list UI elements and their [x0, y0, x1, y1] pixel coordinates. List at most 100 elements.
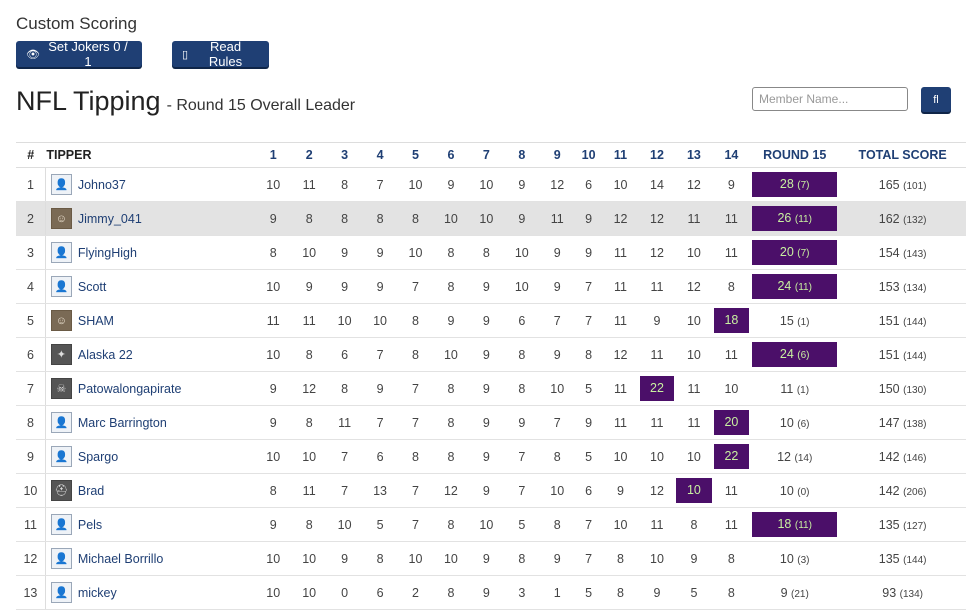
- round-score-value: 20: [779, 245, 794, 259]
- table-row[interactable]: 5 ☺ SHAM 11 11 10 10 8 9 9 6 7 7 11 9 10 18 15 (1) 151 (14…: [16, 303, 966, 338]
- table-row[interactable]: 1 👤 Johno37 10 11 8 7 10 9 10 9 12 6 10 14 12 9 28 (7) 165…: [16, 167, 966, 202]
- round-score-sub: (7): [797, 180, 810, 191]
- avatar: ☺: [50, 310, 72, 331]
- search-button[interactable]: fl: [921, 87, 951, 112]
- total-score-value: 154: [878, 245, 900, 260]
- score-cell: 5: [504, 507, 540, 542]
- total-score-cell: 150 (130): [839, 371, 966, 406]
- user-icon: 👤: [50, 582, 72, 603]
- column-header[interactable]: 6: [433, 142, 469, 168]
- tipper-name-link[interactable]: Pels: [77, 517, 103, 532]
- score-cell: 11: [602, 405, 639, 440]
- set-jokers-button[interactable]: 👁 Set Jokers 0 / 1: [16, 39, 142, 69]
- table-row[interactable]: 3 👤 FlyingHigh 8 10 9 9 10 8 8 10 9 9 11 12 10 11 20 (7) 1…: [16, 235, 966, 270]
- tipper-name-link[interactable]: Patowalongapirate: [77, 381, 182, 396]
- table-row[interactable]: 12 👤 Michael Borrillo 10 10 9 8 10 10 9 8 9 7 8 10 9 8 10…: [16, 541, 966, 576]
- score-cell: 7: [397, 473, 434, 508]
- column-header[interactable]: 2: [291, 142, 327, 168]
- score-cell: 5: [574, 371, 603, 406]
- score-cell: 10: [362, 303, 398, 338]
- round-score: 10 (6): [780, 416, 810, 430]
- column-header[interactable]: 13: [675, 142, 713, 168]
- column-header[interactable]: 11: [602, 142, 639, 168]
- table-row[interactable]: 2 ☺ Jimmy_041 9 8 8 8 8 10 10 9 11 9 12 12 11 11 26 (11) 1…: [16, 201, 966, 236]
- tipper-name-link[interactable]: Michael Borrillo: [77, 551, 164, 566]
- rank-cell: 9: [16, 439, 46, 474]
- member-search-input[interactable]: [752, 87, 908, 111]
- round-score-sub: (14): [794, 452, 813, 464]
- score-cell: 10: [397, 235, 434, 270]
- table-header-row: # TIPPER 1 2 3 4 5 6 7 8 9 10 11 12 13 14 ROUND 15 TOTAL …: [16, 142, 966, 168]
- table-row[interactable]: 9 👤 Spargo 10 10 7 6 8 8 9 7 8 5 10 10 10 22 12 (14) 142 (…: [16, 439, 966, 474]
- score-cell: 9: [602, 473, 639, 508]
- table-row[interactable]: 11 👤 Pels 9 8 10 5 7 8 10 5 8 7 10 11 8 11 18 (11) 135 (12…: [16, 507, 966, 542]
- table-row[interactable]: 4 👤 Scott 10 9 9 9 7 8 9 10 9 7 11 11 12 8 24 (11) 153 (13…: [16, 269, 966, 304]
- tipper-name-link[interactable]: Spargo: [77, 449, 119, 464]
- column-header-rank[interactable]: #: [16, 142, 46, 168]
- round-score-value: 9: [780, 585, 788, 600]
- round-score: 24 (6): [752, 342, 838, 367]
- score-cell: 7: [504, 439, 540, 474]
- column-header[interactable]: 7: [468, 142, 505, 168]
- column-header[interactable]: ROUND 15: [750, 142, 840, 168]
- score-cell: 7: [397, 269, 434, 304]
- column-header[interactable]: 12: [638, 142, 676, 168]
- score-cell: 8: [468, 235, 505, 270]
- tipper-name-link[interactable]: Johno37: [77, 177, 126, 192]
- column-header[interactable]: 8: [504, 142, 540, 168]
- table-row[interactable]: 13 👤 mickey 10 10 0 6 2 8 9 3 1 5 8 9 5 8 9 (21) 93 (134): [16, 575, 966, 610]
- table-row[interactable]: 6 ✦ Alaska 22 10 8 6 7 8 10 9 8 9 8 12 11 10 11 24 (6) 151…: [16, 337, 966, 372]
- score-cell: 20: [712, 405, 751, 440]
- tipper-name-link[interactable]: mickey: [77, 585, 117, 600]
- round-score-value: 10: [779, 551, 794, 566]
- column-header[interactable]: 3: [326, 142, 363, 168]
- round-score-sub: (11): [794, 520, 812, 531]
- total-score-value: 165: [878, 177, 900, 192]
- column-header[interactable]: 9: [539, 142, 575, 168]
- tipper-name-link[interactable]: SHAM: [77, 313, 114, 328]
- tipper-name-link[interactable]: Brad: [77, 483, 105, 498]
- total-score-value: 151: [878, 313, 900, 328]
- score-cell: 8: [291, 337, 327, 372]
- score-cell: 10: [602, 507, 639, 542]
- score-cell: 7: [539, 405, 575, 440]
- avatar: ⛑: [50, 480, 72, 501]
- column-header[interactable]: 5: [397, 142, 434, 168]
- column-header[interactable]: 10: [574, 142, 603, 168]
- user-icon: 👤: [50, 242, 72, 263]
- tipper-name-link[interactable]: FlyingHigh: [77, 245, 137, 260]
- score-cell: 9: [362, 235, 398, 270]
- user-icon: 👤: [50, 174, 72, 195]
- user-icon: 👤: [50, 548, 72, 569]
- score-cell: 5: [362, 507, 398, 542]
- column-header[interactable]: 4: [362, 142, 398, 168]
- score-cell: 8: [712, 541, 751, 576]
- column-header[interactable]: TOTAL SCORE: [839, 142, 966, 168]
- tipper-name-link[interactable]: Jimmy_041: [77, 211, 142, 226]
- read-rules-button[interactable]: ▯ Read Rules: [172, 39, 269, 69]
- score-cell: 8: [433, 269, 469, 304]
- total-score-cell: 135 (144): [839, 541, 966, 576]
- column-header[interactable]: 14: [712, 142, 751, 168]
- score-cell: 11: [712, 235, 751, 270]
- score-cell: 10: [255, 269, 292, 304]
- score-cell: 8: [255, 235, 292, 270]
- table-row[interactable]: 7 ☠ Patowalongapirate 9 12 8 9 7 8 9 8 10 5 11 22 11 10 1…: [16, 371, 966, 406]
- round-score-value: 10: [779, 483, 794, 498]
- score-cell: 6: [504, 303, 540, 338]
- score-cell: 0: [326, 575, 363, 610]
- tipper-name-link[interactable]: Alaska 22: [77, 347, 133, 362]
- total-score-cell: 165 (101): [839, 167, 966, 202]
- score-cell: 9: [255, 371, 292, 406]
- column-header[interactable]: 1: [255, 142, 292, 168]
- score-cell: 7: [574, 303, 603, 338]
- score-cell: 8: [433, 371, 469, 406]
- column-header-tipper[interactable]: TIPPER: [45, 142, 255, 168]
- tipper-name-link[interactable]: Scott: [77, 279, 107, 294]
- table-row[interactable]: 10 ⛑ Brad 8 11 7 13 7 12 9 7 10 6 9 12 10 11 10 (0) 142 (2…: [16, 473, 966, 508]
- score-cell: 9: [255, 507, 292, 542]
- score-cell: 12: [602, 337, 639, 372]
- tipper-name-link[interactable]: Marc Barrington: [77, 415, 167, 430]
- table-row[interactable]: 8 👤 Marc Barrington 9 8 11 7 7 8 9 9 7 9 11 11 11 20 10 (…: [16, 405, 966, 440]
- score-cell: 10: [433, 201, 469, 236]
